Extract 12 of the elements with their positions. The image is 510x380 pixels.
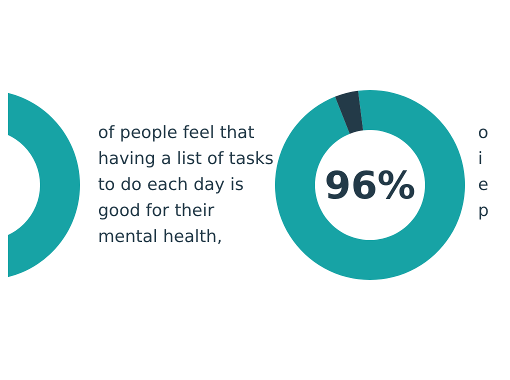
text: i [478,149,483,169]
donut-slice [335,90,364,134]
text: e [478,175,488,195]
text: mental health, [98,227,222,247]
data-label: 96% [324,163,416,208]
text: having a list of tasks [98,149,274,169]
text: of people feel that [98,123,255,143]
text: to do each day is [98,175,244,195]
text: good for their [98,201,214,221]
donut-slice [275,90,465,280]
text: p [478,201,489,221]
text: o [478,123,488,143]
